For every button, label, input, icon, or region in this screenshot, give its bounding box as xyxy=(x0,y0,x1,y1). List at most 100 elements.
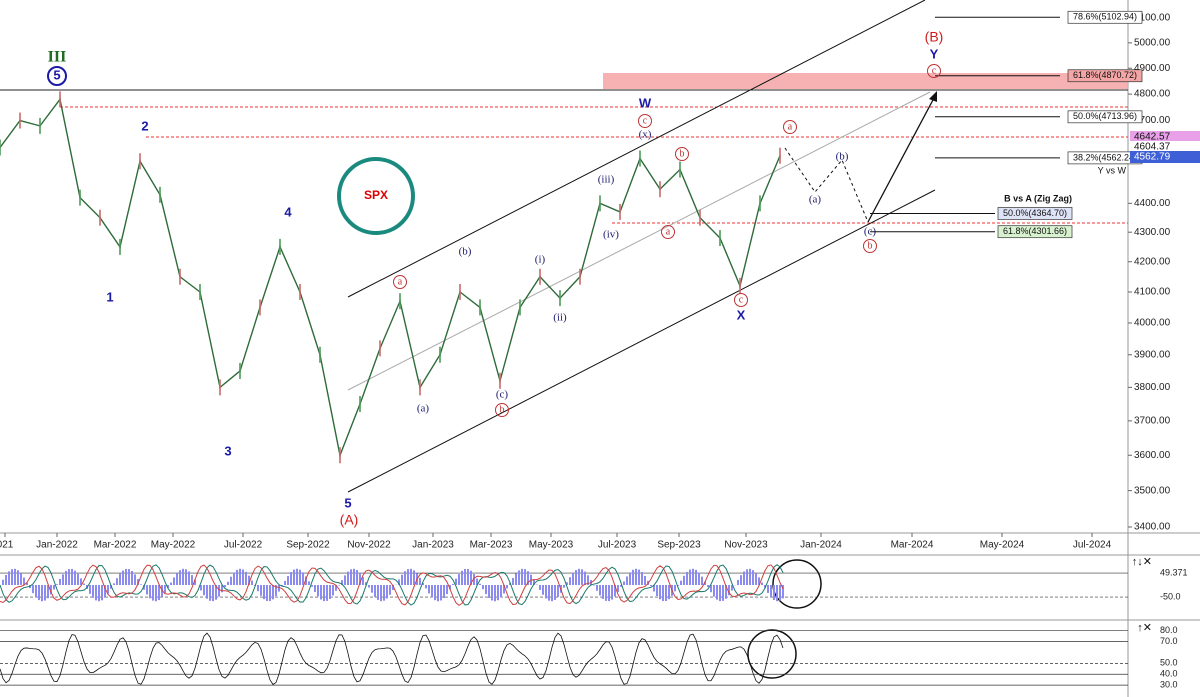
fib-box xyxy=(997,225,1073,239)
wave-label: 5 xyxy=(53,67,60,82)
panel-controls: ↑✕ xyxy=(1137,622,1152,634)
wave-label: (b) xyxy=(459,246,472,258)
price-bar xyxy=(579,268,581,285)
price-bar xyxy=(459,283,461,300)
projection-path xyxy=(784,147,869,223)
price-bar xyxy=(259,299,261,316)
oscillator-line xyxy=(0,564,784,606)
fib-label: 38.2%(4562.24) xyxy=(1073,152,1137,162)
y-tick-label: 3800.00 xyxy=(1134,382,1171,393)
price-bar xyxy=(399,293,401,310)
price-bar xyxy=(199,283,201,300)
y-tick-label: 5100.00 xyxy=(1134,13,1171,24)
price-bar xyxy=(39,117,41,134)
fib-label: 50.0%(4713.96) xyxy=(1073,111,1137,121)
fib-label: 61.8%(4301.66) xyxy=(1003,226,1067,236)
channel-line xyxy=(347,189,936,493)
x-tick-label: Jan-2024 xyxy=(800,540,842,551)
price-bar xyxy=(0,139,1,156)
y-tick-label: 3900.00 xyxy=(1134,349,1171,360)
wave-label: (B) xyxy=(925,29,944,45)
price-bar xyxy=(559,290,561,307)
wave-circle xyxy=(734,293,748,307)
wave-label: c xyxy=(932,65,937,76)
wave-label: W xyxy=(639,95,652,110)
price-bar xyxy=(419,379,421,396)
price-tag xyxy=(1130,141,1200,153)
fib-label: 50.0%(4364.70) xyxy=(1003,208,1067,218)
y-tick-label: 5000.00 xyxy=(1134,37,1171,48)
wave-circle xyxy=(783,120,797,134)
y-tick-label: 3400.00 xyxy=(1134,522,1171,533)
y-tick-label: 3600.00 xyxy=(1134,450,1171,461)
x-tick-label: May-2022 xyxy=(151,540,196,551)
y-tick-label: 4200.00 xyxy=(1134,256,1171,267)
y-tick-label: 4400.00 xyxy=(1134,198,1171,209)
price-bar xyxy=(119,238,121,255)
price-bar xyxy=(679,161,681,178)
wave-label: (b) xyxy=(836,151,849,163)
y-tick-label: 3500.00 xyxy=(1134,485,1171,496)
wave-label: (a) xyxy=(417,403,430,415)
y-tick-label: 4800.00 xyxy=(1134,89,1171,100)
y-tick-label: 4000.00 xyxy=(1134,318,1171,329)
wave-label: 4 xyxy=(284,204,292,219)
price-bar xyxy=(79,189,81,206)
price-bar xyxy=(759,195,761,212)
indicator-tick-label: 80.0 xyxy=(1160,625,1178,635)
price-tag xyxy=(1130,131,1200,143)
price-tag-label: 4562.79 xyxy=(1134,152,1171,163)
y-tick-label: 4700.00 xyxy=(1134,115,1171,126)
price-bar xyxy=(519,299,521,316)
wave-circle xyxy=(47,66,67,86)
y-tick-label: 3700.00 xyxy=(1134,415,1171,426)
price-bar xyxy=(379,340,381,357)
price-bar xyxy=(279,238,281,255)
wave-label: 5 xyxy=(344,495,351,510)
wave-label: a xyxy=(788,121,793,132)
chart-title: SPX xyxy=(364,188,388,202)
price-tag-label: 4642.57 xyxy=(1134,132,1171,143)
x-tick-label: May-2023 xyxy=(529,540,574,551)
x-tick-label: Sep-2023 xyxy=(657,540,701,551)
fib-box xyxy=(1067,110,1143,124)
indicator-tick-label: 30.0 xyxy=(1160,679,1178,689)
price-bar xyxy=(319,346,321,363)
price-tag xyxy=(1130,151,1200,163)
wave-label: (i) xyxy=(535,254,546,266)
price-tag-label: 4604.37 xyxy=(1134,142,1171,153)
wave-circle xyxy=(675,147,689,161)
wave-label: c xyxy=(739,294,744,305)
price-bar xyxy=(539,268,541,285)
x-tick-label: Mar-2023 xyxy=(470,540,513,551)
wave-label: X xyxy=(737,307,746,322)
indicator-tick-label: 50.0 xyxy=(1160,658,1178,668)
indicator-tick-label: 49.371 xyxy=(1160,567,1188,577)
x-tick-label: 021 xyxy=(0,540,14,551)
wave-circle xyxy=(495,403,509,417)
price-bar xyxy=(439,346,441,363)
wave-label: 3 xyxy=(224,443,231,458)
fib-box xyxy=(997,207,1073,220)
wave-label: a xyxy=(666,226,671,237)
wave-circle xyxy=(863,239,877,253)
wave-circle xyxy=(661,225,675,239)
wave-circle xyxy=(638,114,652,128)
fib-title: Y vs W xyxy=(1098,165,1127,175)
highlight-circle xyxy=(772,559,822,609)
price-bar xyxy=(739,277,741,294)
x-tick-label: Mar-2024 xyxy=(891,540,934,551)
indicator-tick-label: -50.0 xyxy=(1160,591,1181,601)
price-bar xyxy=(59,91,61,108)
price-bar xyxy=(719,230,721,247)
channel-line xyxy=(347,0,926,298)
wave-label: b xyxy=(680,148,685,159)
price-bar xyxy=(639,150,641,167)
wave-label: b xyxy=(868,240,873,251)
x-tick-label: Jul-2023 xyxy=(598,540,637,551)
wave-label: a xyxy=(398,276,403,287)
price-bar xyxy=(99,209,101,226)
price-bar xyxy=(779,147,781,164)
price-bar xyxy=(179,268,181,285)
